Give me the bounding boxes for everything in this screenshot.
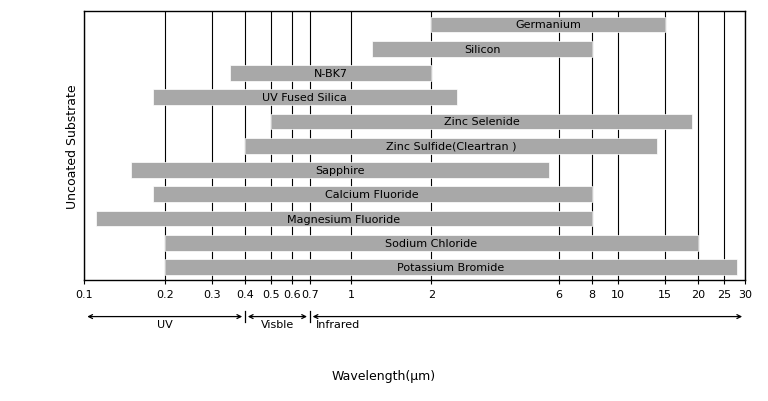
Text: Sodium Chloride: Sodium Chloride <box>386 238 478 248</box>
Text: Infrared: Infrared <box>316 319 360 329</box>
Bar <box>165 259 737 275</box>
Bar <box>432 18 664 33</box>
Text: Magnesium Fluoride: Magnesium Fluoride <box>287 214 400 224</box>
Bar <box>153 187 592 203</box>
Text: Germanium: Germanium <box>515 20 581 30</box>
Bar <box>372 42 592 57</box>
Text: Calcium Fluoride: Calcium Fluoride <box>326 190 419 200</box>
Bar <box>153 90 457 106</box>
Text: Wavelength(μm): Wavelength(μm) <box>332 369 436 382</box>
Text: Zinc Selenide: Zinc Selenide <box>444 117 519 127</box>
Bar <box>245 138 657 154</box>
Text: Visble: Visble <box>261 319 294 329</box>
Text: Potassium Bromide: Potassium Bromide <box>397 262 505 272</box>
Text: Sapphire: Sapphire <box>315 166 365 176</box>
Bar <box>230 66 432 82</box>
Text: Silicon: Silicon <box>464 45 500 55</box>
Text: Zinc Sulfide(Cleartran ): Zinc Sulfide(Cleartran ) <box>386 142 516 151</box>
Bar <box>271 114 692 130</box>
Text: UV: UV <box>157 319 173 329</box>
Bar <box>95 211 592 227</box>
Text: N-BK7: N-BK7 <box>313 69 347 79</box>
Text: UV Fused Silica: UV Fused Silica <box>263 93 347 103</box>
Bar <box>131 163 548 178</box>
Bar <box>165 235 698 251</box>
Y-axis label: Uncoated Substrate: Uncoated Substrate <box>66 84 79 209</box>
